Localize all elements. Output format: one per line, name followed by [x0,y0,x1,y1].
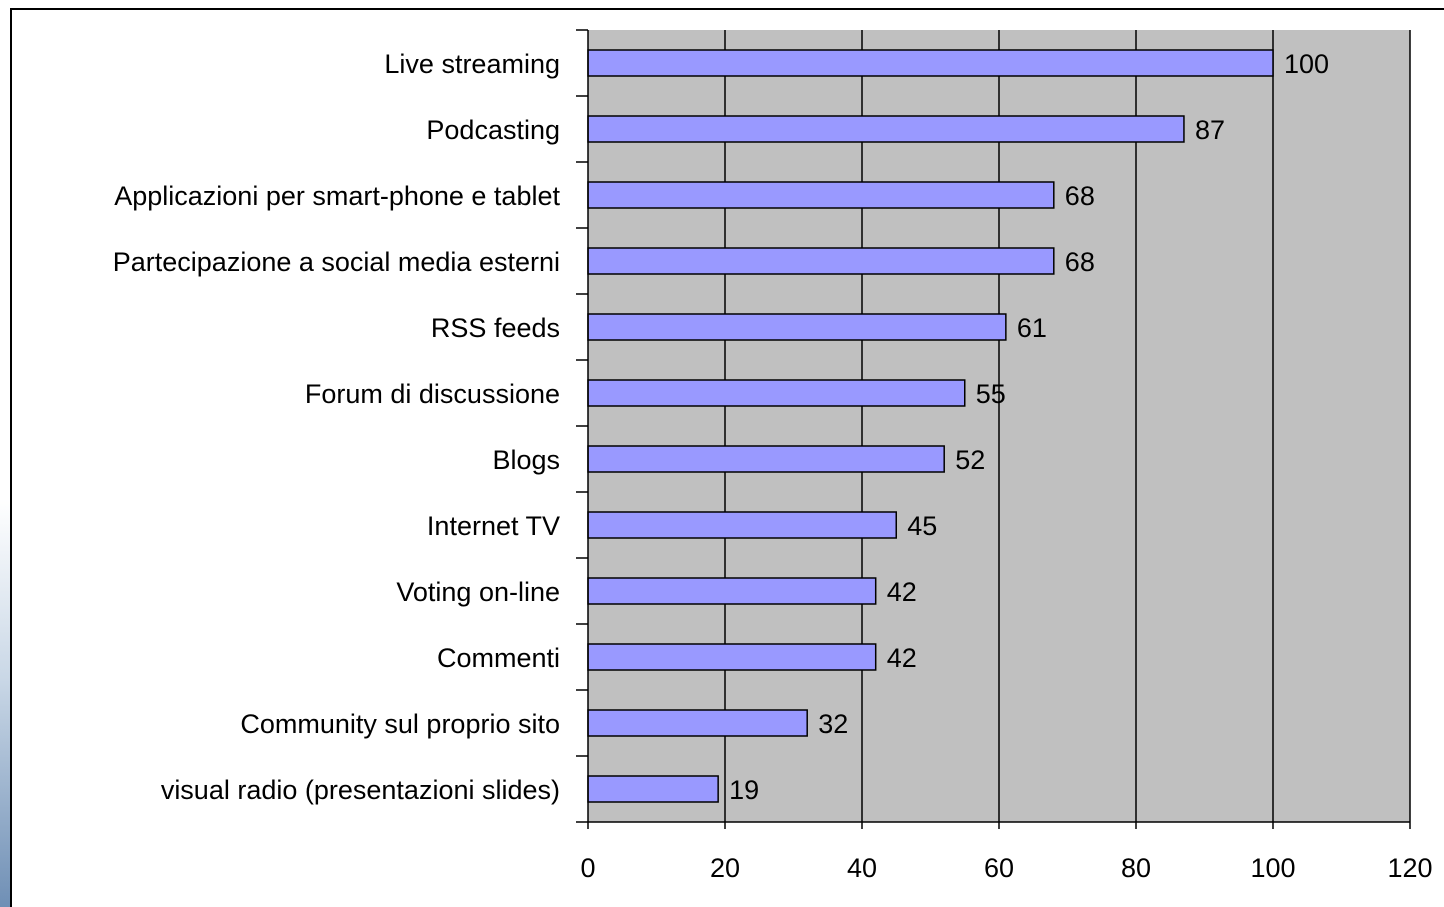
value-label-forum-di-discussione: 55 [976,379,1006,409]
value-label-rss-feeds: 61 [1017,313,1047,343]
bar-voting-on-line [587,577,877,605]
value-label-podcasting: 87 [1195,115,1225,145]
value-label-community-sul-proprio-sito: 32 [818,709,848,739]
category-label-applicazioni-per-smart-phone-e-tablet: Applicazioni per smart-phone e tablet [114,181,560,211]
category-label-community-sul-proprio-sito: Community sul proprio sito [240,709,560,739]
value-label-commenti: 42 [887,643,917,673]
bar-community-sul-proprio-sito [587,709,808,737]
bar-forum-di-discussione [587,379,966,407]
category-label-rss-feeds: RSS feeds [431,313,560,343]
x-tick-label-40: 40 [847,853,877,883]
bar-rss-feeds [587,313,1007,341]
x-tick-label-120: 120 [1387,853,1432,883]
x-tick-label-60: 60 [984,853,1014,883]
labels: 0 20 40 60 80 100 120 100 Live streaming 87 Podcas… [113,49,1433,883]
value-label-internet-tv: 45 [907,511,937,541]
x-tick-label-20: 20 [710,853,740,883]
category-label-visual-radio-presentazioni-slides: visual radio (presentazioni slides) [161,775,560,805]
x-tick-label-100: 100 [1250,853,1295,883]
value-label-voting-on-line: 42 [887,577,917,607]
category-label-forum-di-discussione: Forum di discussione [305,379,560,409]
bar-podcasting [587,115,1185,143]
axes [576,29,1411,829]
bar-applicazioni-per-smart-phone-e-tablet [587,181,1055,209]
x-tick-label-0: 0 [580,853,595,883]
category-label-voting-on-line: Voting on-line [396,577,560,607]
gridlines [724,30,1411,822]
bar-visual-radio-presentazioni-slides [587,775,719,803]
bar-live-streaming [587,49,1274,77]
bar-internet-tv [587,511,897,539]
x-tick-label-80: 80 [1121,853,1151,883]
bar-blogs [587,445,945,473]
value-label-partecipazione-a-social-media-esterni: 68 [1065,247,1095,277]
category-label-partecipazione-a-social-media-esterni: Partecipazione a social media esterni [113,247,560,277]
category-label-commenti: Commenti [437,643,560,673]
bar-commenti [587,643,877,671]
value-label-applicazioni-per-smart-phone-e-tablet: 68 [1065,181,1095,211]
value-label-visual-radio-presentazioni-slides: 19 [729,775,759,805]
category-label-podcasting: Podcasting [426,115,560,145]
category-label-live-streaming: Live streaming [384,49,560,79]
value-label-blogs: 52 [955,445,985,475]
bar-partecipazione-a-social-media-esterni [587,247,1055,275]
category-label-internet-tv: Internet TV [427,511,560,541]
bars [587,49,1274,803]
value-label-live-streaming: 100 [1284,49,1329,79]
category-label-blogs: Blogs [492,445,560,475]
